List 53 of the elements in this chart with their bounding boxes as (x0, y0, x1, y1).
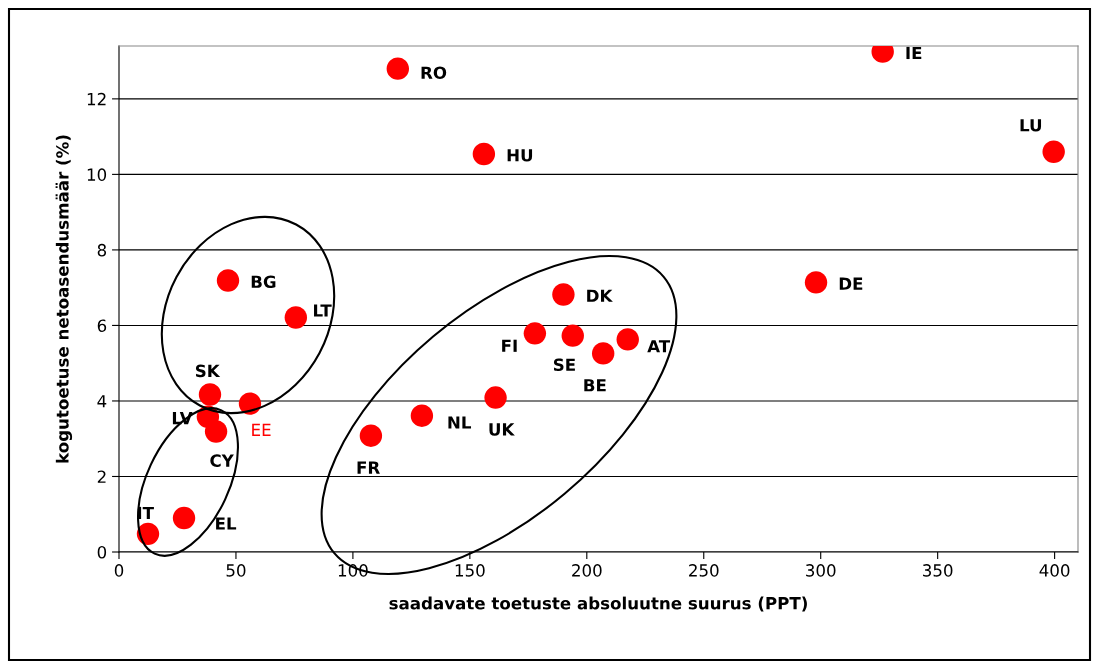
data-label: UK (489, 423, 515, 436)
x-tick-label: 350 (923, 564, 953, 577)
x-tick-label: 300 (806, 564, 836, 577)
data-label: RO (421, 66, 447, 80)
data-label: LU (1020, 119, 1042, 132)
y-tick-label: 6 (97, 319, 107, 332)
point (359, 424, 383, 447)
x-tick-label: 150 (455, 564, 485, 577)
y-tick-label: 4 (97, 395, 107, 408)
data-label: CY (210, 454, 234, 467)
data-label: DE (839, 277, 863, 290)
point (616, 328, 639, 351)
x-tick-label: 400 (1039, 564, 1070, 577)
y-tick-label: 8 (97, 243, 107, 257)
y-axis-title: kogutoetuse netoasendusmäär (%) (55, 135, 73, 463)
x-tick-label: 50 (226, 564, 246, 577)
point (410, 404, 434, 427)
series-label: EE (252, 423, 271, 436)
data-label: LT (314, 304, 332, 317)
data-label: SE (553, 358, 575, 372)
data-label: AT (647, 340, 671, 353)
data-label: BE (584, 379, 606, 392)
point (1042, 140, 1065, 163)
point (172, 506, 196, 530)
point (204, 420, 228, 443)
x-axis-title: saadavate toetuste absoluutne suurus (PPT) (389, 596, 807, 612)
data-label: IE (906, 46, 922, 60)
point (386, 57, 410, 80)
point (284, 306, 308, 329)
x-tick-label: 250 (689, 564, 719, 577)
point (591, 342, 615, 365)
x-tick-label: 0 (114, 564, 124, 577)
point (561, 324, 584, 347)
y-tick-label: 0 (97, 545, 107, 559)
data-label: FI (502, 339, 517, 352)
point (552, 283, 575, 306)
data-label: BG (251, 275, 276, 289)
y-tick-label: 10 (87, 168, 107, 181)
y-tick-label: 2 (97, 470, 106, 483)
data-label: DK (587, 289, 613, 302)
y-tick-label: 12 (87, 92, 106, 106)
point (472, 142, 496, 166)
data-label: NL (448, 416, 472, 429)
data-label: FR (357, 461, 380, 474)
point (523, 322, 547, 345)
point (484, 386, 507, 409)
point (804, 271, 828, 294)
point (216, 269, 240, 292)
point (198, 383, 222, 406)
data-label: SK (195, 364, 221, 378)
data-label: EL (216, 517, 237, 530)
x-tick-label: 200 (572, 564, 602, 577)
data-label: HU (507, 149, 533, 162)
